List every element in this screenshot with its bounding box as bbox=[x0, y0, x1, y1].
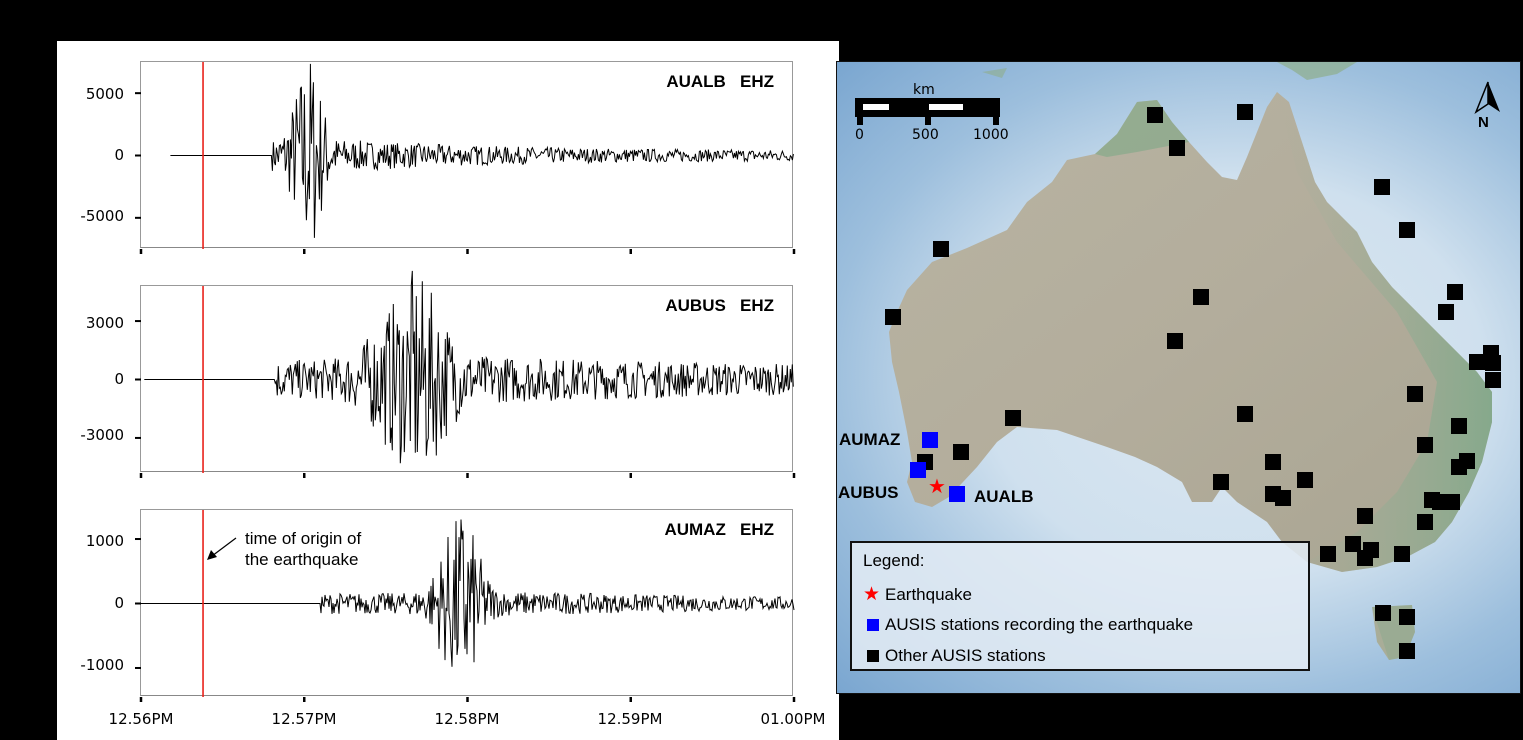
station-marker[interactable] bbox=[1237, 406, 1253, 422]
aumaz-waveform bbox=[135, 510, 796, 702]
seismogram-plot-aumaz: AUMAZ EHZ bbox=[135, 509, 796, 702]
legend-label: Earthquake bbox=[885, 585, 972, 604]
station-marker[interactable] bbox=[1375, 605, 1391, 621]
station-marker[interactable] bbox=[1265, 454, 1281, 470]
station-label-aubus: AUBUS EHZ bbox=[665, 296, 774, 315]
xtick: 12.58PM bbox=[434, 710, 500, 728]
annotation-line-1: time of origin of bbox=[245, 529, 362, 548]
north-label: N bbox=[1478, 114, 1489, 131]
earthquake-star-icon[interactable]: ★ bbox=[928, 474, 946, 498]
station-marker[interactable] bbox=[1297, 472, 1313, 488]
station-label-aualb: AUALB EHZ bbox=[666, 72, 774, 91]
station-marker[interactable] bbox=[1407, 386, 1423, 402]
station-marker-aualb[interactable] bbox=[949, 486, 965, 502]
station-marker[interactable] bbox=[1417, 437, 1433, 453]
map-label-aubus: AUBUS bbox=[838, 483, 899, 502]
scale-label-0: 0 bbox=[855, 127, 864, 143]
station-marker[interactable] bbox=[1193, 289, 1209, 305]
station-marker[interactable] bbox=[1394, 546, 1410, 562]
ytick: 0 bbox=[114, 370, 124, 388]
xtick: 12.59PM bbox=[597, 710, 663, 728]
scale-bar bbox=[855, 98, 1000, 125]
map-label-aumaz: AUMAZ bbox=[839, 430, 901, 449]
station-marker[interactable] bbox=[953, 444, 969, 460]
ytick: 5000 bbox=[85, 85, 124, 103]
australia-landmass bbox=[889, 62, 1492, 660]
ytick: -1000 bbox=[80, 656, 124, 674]
station-marker[interactable] bbox=[1147, 107, 1163, 123]
station-marker[interactable] bbox=[1374, 179, 1390, 195]
xtick: 12.56PM bbox=[108, 710, 174, 728]
station-marker[interactable] bbox=[1451, 418, 1467, 434]
station-marker[interactable] bbox=[1444, 494, 1460, 510]
xtick: 12.57PM bbox=[271, 710, 337, 728]
waveform-trace bbox=[144, 270, 794, 464]
arrow-icon bbox=[207, 537, 237, 560]
station-marker[interactable] bbox=[1399, 222, 1415, 238]
station-marker[interactable] bbox=[1438, 304, 1454, 320]
legend-item-recording: AUSIS stations recording the earthquake bbox=[863, 615, 1193, 635]
station-marker[interactable] bbox=[1399, 609, 1415, 625]
station-marker-aumaz[interactable] bbox=[922, 432, 938, 448]
ytick: 0 bbox=[114, 146, 124, 164]
ytick: -3000 bbox=[80, 426, 124, 444]
station-marker[interactable] bbox=[1169, 140, 1185, 156]
seismogram-plot-aubus: AUBUS EHZ bbox=[135, 270, 796, 478]
north-arrow-icon bbox=[1474, 81, 1500, 114]
station-marker[interactable] bbox=[1485, 355, 1501, 371]
seismogram-plot-aualb: AUALB EHZ bbox=[135, 61, 796, 254]
aualb-waveform bbox=[135, 62, 796, 254]
legend-label: AUSIS stations recording the earthquake bbox=[885, 615, 1194, 634]
ytick: 1000 bbox=[85, 532, 124, 550]
map-label-aualb: AUALB bbox=[974, 487, 1034, 506]
aubus-waveform bbox=[135, 270, 796, 478]
origin-time-annotation: time of origin of the earthquake bbox=[245, 528, 361, 570]
ytick: -5000 bbox=[80, 207, 124, 225]
ytick: 3000 bbox=[85, 314, 124, 332]
station-label-aumaz: AUMAZ EHZ bbox=[664, 520, 774, 539]
legend-item-other: Other AUSIS stations bbox=[863, 646, 1046, 666]
station-marker[interactable] bbox=[885, 309, 901, 325]
scale-label-500: 500 bbox=[912, 127, 939, 143]
black-square-icon bbox=[867, 650, 879, 662]
station-marker-aubus[interactable] bbox=[910, 462, 926, 478]
legend-label: Other AUSIS stations bbox=[885, 646, 1046, 665]
scale-unit: km bbox=[913, 82, 935, 98]
station-marker[interactable] bbox=[1399, 643, 1415, 659]
waveform-trace bbox=[170, 63, 794, 238]
legend-item-earthquake: ★ Earthquake bbox=[863, 583, 972, 606]
station-marker[interactable] bbox=[933, 241, 949, 257]
station-marker[interactable] bbox=[1345, 536, 1361, 552]
waveform-trace bbox=[141, 519, 795, 667]
station-marker[interactable] bbox=[1485, 372, 1501, 388]
station-marker[interactable] bbox=[1320, 546, 1336, 562]
ytick: 0 bbox=[114, 594, 124, 612]
station-marker[interactable] bbox=[1417, 514, 1433, 530]
station-marker[interactable] bbox=[1213, 474, 1229, 490]
station-marker[interactable] bbox=[1459, 453, 1475, 469]
annotation-line-2: the earthquake bbox=[245, 550, 359, 569]
station-marker[interactable] bbox=[1275, 490, 1291, 506]
station-marker[interactable] bbox=[1447, 284, 1463, 300]
star-icon: ★ bbox=[863, 584, 881, 605]
scale-label-1000: 1000 bbox=[973, 127, 1009, 143]
station-marker[interactable] bbox=[1357, 550, 1373, 566]
xtick: 01.00PM bbox=[760, 710, 826, 728]
station-marker[interactable] bbox=[1469, 354, 1485, 370]
blue-square-icon bbox=[867, 619, 879, 631]
legend-title: Legend: bbox=[863, 551, 925, 570]
map-legend: Legend: ★ Earthquake AUSIS stations recor… bbox=[850, 541, 1310, 671]
station-marker[interactable] bbox=[1237, 104, 1253, 120]
station-marker[interactable] bbox=[1005, 410, 1021, 426]
station-map: km 0 500 1000 N bbox=[836, 61, 1521, 694]
station-marker[interactable] bbox=[1167, 333, 1183, 349]
station-marker[interactable] bbox=[1357, 508, 1373, 524]
